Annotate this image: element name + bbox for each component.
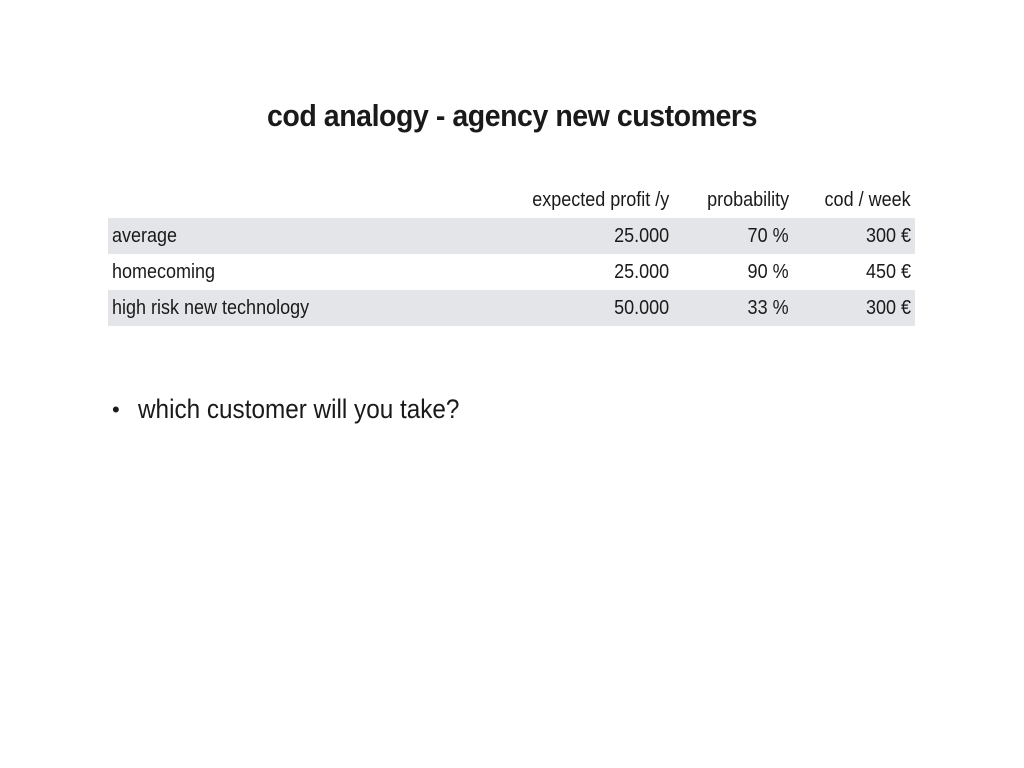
header-probability: probability — [706, 188, 789, 211]
row-probability: 33 % — [673, 290, 793, 326]
row-cod-week: 300 € — [793, 218, 915, 254]
customer-table: expected profit /y probability cod / wee… — [108, 182, 915, 326]
header-expected-profit: expected profit /y — [531, 188, 669, 211]
table-row: homecoming 25.000 90 % 450 € — [108, 254, 915, 290]
bullet-dot-icon: • — [112, 396, 120, 422]
slide-title: cod analogy - agency new customers — [267, 98, 757, 133]
header-label — [108, 182, 468, 218]
header-cod-week: cod / week — [824, 188, 911, 211]
table-row: high risk new technology 50.000 33 % 300… — [108, 290, 915, 326]
table-row: average 25.000 70 % 300 € — [108, 218, 915, 254]
bullet-item: • which customer will you take? — [112, 394, 495, 425]
row-cod-week: 300 € — [793, 290, 915, 326]
row-probability: 70 % — [673, 218, 793, 254]
row-expected-profit: 25.000 — [613, 260, 669, 283]
row-label: average — [108, 218, 468, 254]
row-label: homecoming — [112, 260, 216, 283]
bullet-text: which customer will you take? — [138, 394, 460, 424]
table-header-row: expected profit /y probability cod / wee… — [108, 182, 915, 218]
bullet-list: • which customer will you take? — [112, 394, 495, 425]
row-cod-week: 450 € — [865, 260, 911, 283]
row-expected-profit: 25.000 — [468, 218, 673, 254]
row-expected-profit: 50.000 — [468, 290, 673, 326]
row-probability: 90 % — [747, 260, 789, 283]
row-label: high risk new technology — [108, 290, 468, 326]
